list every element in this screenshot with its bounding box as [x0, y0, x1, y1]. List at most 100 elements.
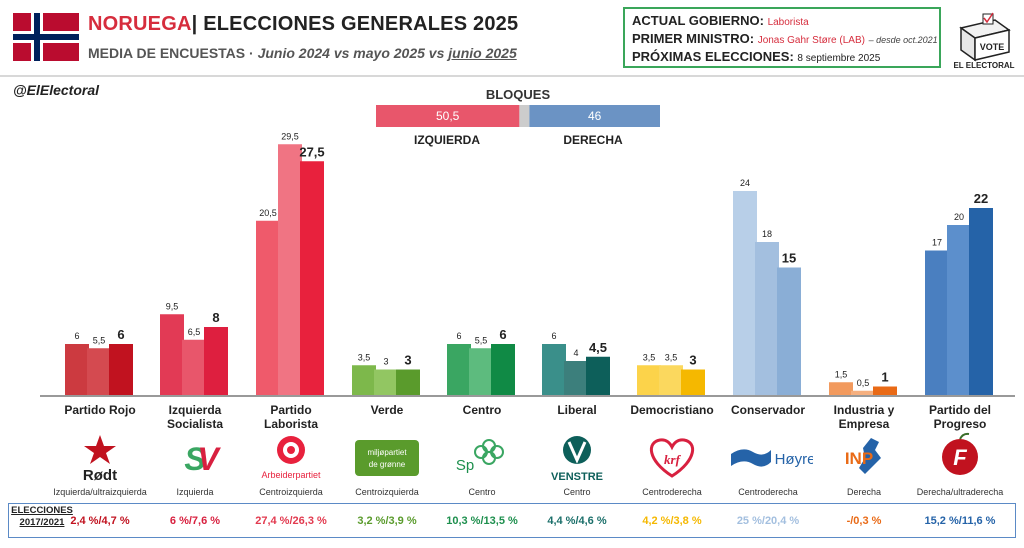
party-ideology: Izquierda/ultraizquierda	[53, 487, 147, 497]
block-label-left: IZQUIERDA	[414, 133, 480, 147]
svg-text:F: F	[953, 445, 967, 470]
party-name-line: Partido	[270, 403, 312, 417]
bar	[256, 220, 280, 395]
party-name-line: Partido del	[928, 403, 991, 417]
party-name-line: Liberal	[557, 403, 597, 417]
party-name-line: Izquierda	[168, 403, 222, 417]
clover-icon: Sp	[437, 432, 527, 484]
bar-value-label: 4	[573, 348, 578, 358]
bar	[969, 208, 993, 395]
party-name: Conservador	[722, 403, 814, 417]
bar-value-label: 27,5	[299, 144, 324, 159]
gov-row: ACTUAL GOBIERNO: Laborista	[632, 12, 932, 30]
bar	[374, 369, 398, 395]
bar-value-label: 5,5	[475, 335, 488, 345]
page-title: NORUEGA| ELECCIONES GENERALES 2025	[88, 13, 518, 36]
rodt-star-icon: Rødt	[55, 432, 145, 484]
block-bar-gap	[519, 105, 530, 127]
ballot-box-icon	[959, 12, 1011, 62]
gov-value: Laborista	[767, 17, 809, 28]
party-ideology: Centroderecha	[738, 487, 798, 497]
next-value: 8 septiembre 2025	[797, 53, 881, 64]
next-label: PRÓXIMAS ELECCIONES:	[632, 49, 794, 64]
bar-value-label: 3,5	[643, 352, 656, 362]
title-separator: |	[191, 13, 198, 35]
election-result: 6 %/7,6 %	[169, 515, 221, 527]
bar-value-label: 6	[456, 331, 461, 341]
svg-text:VENSTRE: VENSTRE	[551, 471, 603, 483]
election-result: 3,2 %/3,9 %	[357, 515, 417, 527]
bar-value-label: 15	[782, 251, 796, 266]
subtitle-last-period: junio 2025	[448, 45, 517, 61]
party-name-line: Empresa	[838, 417, 890, 431]
party-name: Izquierda Socialista	[149, 403, 241, 431]
bar-value-label: 6	[551, 331, 556, 341]
government-box: ACTUAL GOBIERNO: Laborista PRIMER MINIST…	[623, 7, 941, 68]
bar	[87, 348, 111, 395]
party-name: Partido Rojo	[54, 403, 146, 417]
svg-text:krf: krf	[664, 452, 682, 467]
results-label-line: ELECCIONES	[11, 505, 73, 516]
party-name: Liberal	[531, 403, 623, 417]
bar	[300, 161, 324, 395]
venstre-v-icon: VENSTRE	[532, 432, 622, 484]
block-value-right: 46	[588, 109, 602, 123]
next-election-row: PRÓXIMAS ELECCIONES: 8 septiembre 2025	[632, 48, 932, 66]
party-name: Industria y Empresa	[818, 403, 910, 431]
bar	[947, 225, 971, 395]
bar	[447, 344, 471, 395]
svg-text:S: S	[184, 441, 206, 477]
bar	[681, 369, 705, 395]
frp-apple-icon: F	[915, 432, 1005, 484]
bar-value-label: 6	[117, 327, 124, 342]
blocks-title: BLOQUES	[486, 87, 551, 102]
party-name: Partido Laborista	[245, 403, 337, 431]
bar-value-label: 3	[689, 353, 696, 368]
bar	[182, 339, 206, 395]
election-result: 10,3 %/13,5 %	[446, 515, 518, 527]
party-ideology: Centroizquierda	[259, 487, 323, 497]
results-label: ELECCIONES 2017/2021	[11, 505, 73, 529]
party-ideology: Centro	[563, 487, 591, 497]
election-result: 27,4 %/26,3 %	[255, 515, 327, 527]
subtitle-periods: Junio 2024 vs mayo 2025 vs	[257, 45, 445, 61]
svg-text:INP: INP	[845, 449, 873, 468]
party-name: Centro	[436, 403, 528, 417]
rose-icon: Arbeiderpartiet	[246, 432, 336, 484]
bar-value-label: 3,5	[358, 352, 371, 362]
block-bar-left	[376, 105, 520, 127]
bar	[733, 191, 757, 395]
block-label-right: DERECHA	[563, 133, 623, 147]
block-bar-right	[529, 105, 660, 127]
party-name: Verde	[341, 403, 433, 417]
election-result: 4,2 %/3,8 %	[642, 515, 702, 527]
krf-heart-icon: krf	[627, 432, 717, 484]
party-ideology: Centroizquierda	[355, 487, 419, 497]
bar	[65, 344, 89, 395]
bar-value-label: 17	[932, 238, 942, 248]
bar-value-label: 5,5	[93, 335, 106, 345]
bar-value-label: 1	[881, 370, 888, 385]
bar	[278, 144, 302, 395]
pm-row: PRIMER MINISTRO: Jonas Gahr Støre (LAB) …	[632, 30, 938, 48]
bar-value-label: 6	[499, 327, 506, 342]
bar	[109, 344, 133, 395]
bar	[851, 390, 875, 395]
party-name-line: Verde	[370, 403, 404, 417]
bar-value-label: 6	[74, 331, 79, 341]
bar	[204, 327, 228, 395]
bar-value-label: 4,5	[589, 340, 607, 355]
election-result: 15,2 %/11,6 %	[924, 515, 996, 527]
twitter-handle: @ElElectoral	[13, 82, 100, 98]
svg-text:Sp: Sp	[456, 457, 474, 474]
party-name: Democristiano	[626, 403, 718, 417]
bar-value-label: 3	[404, 353, 411, 368]
party-ideology: Derecha/ultraderecha	[916, 487, 1004, 497]
svg-text:Høyre: Høyre	[775, 451, 813, 468]
bar	[755, 242, 779, 395]
header-bar: NORUEGA| ELECCIONES GENERALES 2025 MEDIA…	[0, 0, 1024, 77]
svg-text:de grønne: de grønne	[369, 460, 406, 469]
bar-value-label: 1,5	[835, 369, 848, 379]
